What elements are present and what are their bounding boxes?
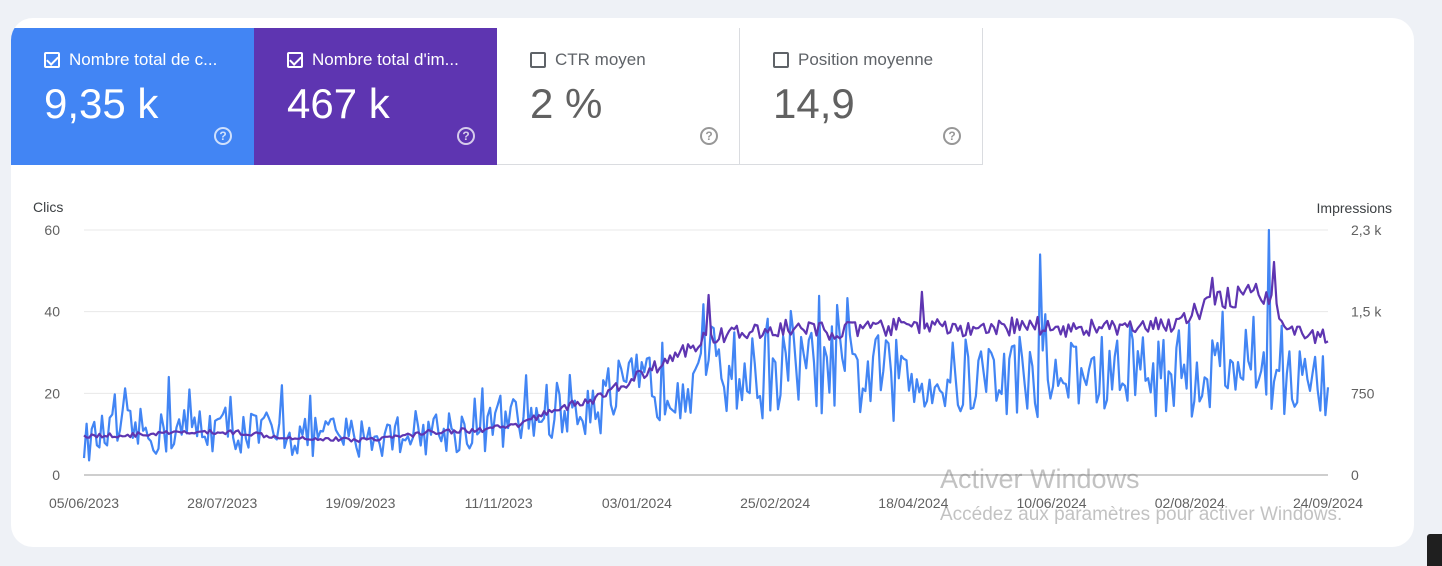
question-circle-icon[interactable]: ? bbox=[943, 127, 961, 145]
x-tick-label: 02/08/2024 bbox=[1155, 495, 1225, 511]
x-tick-label: 24/09/2024 bbox=[1293, 495, 1363, 511]
metric-head: Nombre total de c... bbox=[44, 50, 217, 70]
clicks-series-line bbox=[82, 228, 1330, 462]
windows-activation-watermark-title: Activer Windows bbox=[940, 464, 1140, 494]
y-left-tick-label: 60 bbox=[44, 222, 60, 238]
question-circle-icon[interactable]: ? bbox=[700, 127, 718, 145]
y-right-tick-label: 1,5 k bbox=[1351, 304, 1382, 320]
metric-head: Nombre total d'im... bbox=[287, 50, 459, 70]
y-right-tick-label: 750 bbox=[1351, 385, 1375, 401]
x-tick-label: 25/02/2024 bbox=[740, 495, 810, 511]
x-tick-label: 18/04/2024 bbox=[878, 495, 948, 511]
metric-tab-total-impressions[interactable]: Nombre total d'im... 467 k ? bbox=[254, 28, 497, 165]
x-tick-label: 05/06/2023 bbox=[49, 495, 119, 511]
x-tick-label: 10/06/2024 bbox=[1017, 495, 1087, 511]
impressions-series-line bbox=[83, 260, 1329, 443]
metric-tabs: Nombre total de c... 9,35 k ? Nombre tot… bbox=[11, 28, 983, 165]
metric-tab-total-clicks[interactable]: Nombre total de c... 9,35 k ? bbox=[11, 28, 254, 165]
metric-value: 467 k bbox=[287, 80, 390, 127]
metric-head: Position moyenne bbox=[773, 50, 933, 70]
x-tick-label: 28/07/2023 bbox=[187, 495, 257, 511]
y-left-axis-label: Clics bbox=[33, 199, 63, 215]
x-tick-label: 19/09/2023 bbox=[325, 495, 395, 511]
x-tick-label: 11/11/2023 bbox=[465, 495, 533, 511]
y-left-tick-label: 0 bbox=[52, 467, 60, 483]
question-circle-icon[interactable]: ? bbox=[214, 127, 232, 145]
metric-head: CTR moyen bbox=[530, 50, 646, 70]
metric-value: 9,35 k bbox=[44, 80, 159, 127]
y-left-tick-label: 20 bbox=[44, 385, 60, 401]
metric-value: 2 % bbox=[530, 80, 603, 127]
checkbox-checked-icon[interactable] bbox=[287, 52, 303, 68]
y-right-tick-label: 0 bbox=[1351, 467, 1359, 483]
y-right-tick-label: 2,3 k bbox=[1351, 222, 1382, 238]
y-left-tick-label: 40 bbox=[44, 304, 60, 320]
metric-tab-average-position[interactable]: Position moyenne 14,9 ? bbox=[740, 28, 983, 165]
checkbox-unchecked-icon[interactable] bbox=[530, 52, 546, 68]
taskbar-corner bbox=[1427, 534, 1442, 566]
metric-value: 14,9 bbox=[773, 80, 855, 127]
metric-tab-average-ctr[interactable]: CTR moyen 2 % ? bbox=[497, 28, 740, 165]
windows-activation-watermark-text: Accédez aux paramètres pour activer Wind… bbox=[940, 504, 1343, 525]
checkbox-unchecked-icon[interactable] bbox=[773, 52, 789, 68]
question-circle-icon[interactable]: ? bbox=[457, 127, 475, 145]
checkbox-checked-icon[interactable] bbox=[44, 52, 60, 68]
y-right-axis-label: Impressions bbox=[1317, 200, 1392, 216]
x-tick-label: 03/01/2024 bbox=[602, 495, 672, 511]
performance-card: Nombre total de c... 9,35 k ? Nombre tot… bbox=[11, 18, 1414, 547]
